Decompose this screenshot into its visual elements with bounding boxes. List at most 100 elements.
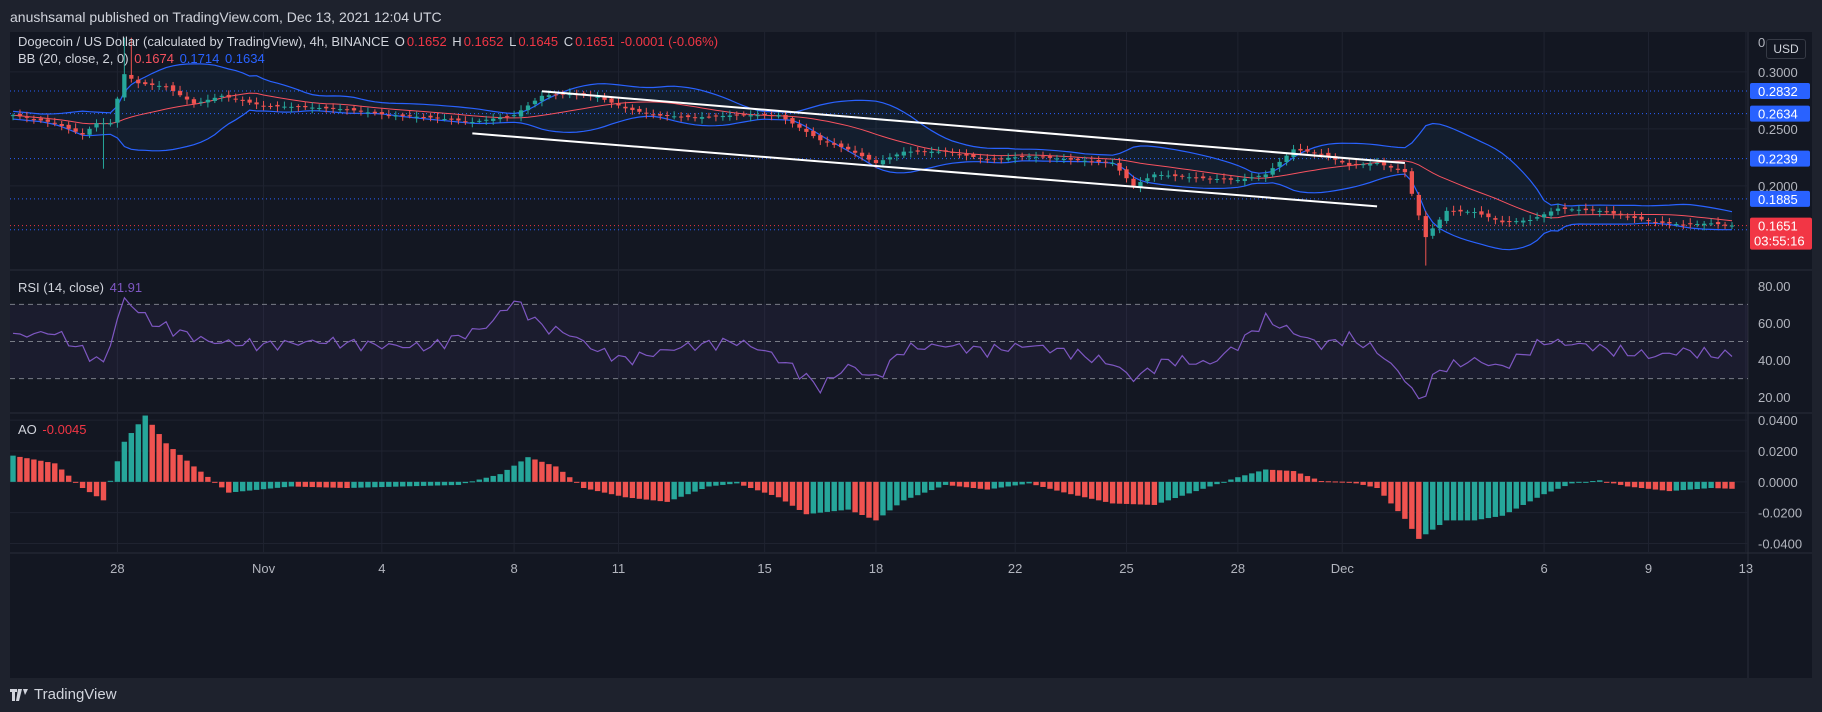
ao-value: -0.0045 xyxy=(42,422,87,437)
ao-bar xyxy=(1464,481,1471,521)
chart-area[interactable]: 28 Nov 4 8 11 15 18 22 25 28 Dec 6 9 13 0.3000 0.2500 0.… xyxy=(10,32,1812,678)
x-tick-label: 28 xyxy=(1231,561,1245,576)
price-level-tag xyxy=(1750,105,1810,122)
currency-badge[interactable]: USD xyxy=(1766,39,1806,59)
price-tick-label: 0. xyxy=(1758,35,1769,50)
trendline[interactable] xyxy=(472,132,1378,208)
candle-body xyxy=(1367,163,1373,166)
ao-bar xyxy=(386,481,392,487)
ao-label[interactable]: AO xyxy=(18,422,37,437)
candle-body xyxy=(672,116,677,118)
ohlc-open-value: 0.1652 xyxy=(406,34,447,49)
ao-bar xyxy=(1471,481,1478,521)
candle-body xyxy=(609,98,614,103)
candle-body xyxy=(616,102,621,106)
ao-bar xyxy=(1659,481,1666,491)
ao-bar xyxy=(866,481,872,518)
ao-bar xyxy=(887,481,893,511)
ao-bar xyxy=(476,479,482,482)
candle-body xyxy=(1284,155,1289,163)
ao-bar xyxy=(643,481,650,500)
candle-body xyxy=(1131,178,1136,186)
candle-body xyxy=(1374,163,1380,165)
price-level-tag xyxy=(1750,190,1810,207)
candle-body xyxy=(365,112,371,114)
ao-bar xyxy=(713,481,719,486)
ao-bar xyxy=(1652,481,1659,490)
bb-legend: BB (20, close, 2, 0) 0.1674 0.1714 0.163… xyxy=(18,51,267,66)
ao-bar xyxy=(1151,481,1158,505)
candle-body xyxy=(678,116,684,118)
candle-body xyxy=(358,110,364,112)
candle-body xyxy=(31,119,37,121)
ao-bar xyxy=(52,463,58,482)
bb-upper-value: 0.1714 xyxy=(179,51,220,66)
ao-bar xyxy=(1269,469,1276,482)
ao-bar xyxy=(393,481,399,487)
ao-bar xyxy=(803,481,810,515)
candle-body xyxy=(1458,209,1463,212)
ao-bar xyxy=(1158,481,1165,503)
ao-tick-label: 0.0000 xyxy=(1758,475,1798,490)
ao-bar xyxy=(330,481,336,488)
candle-body xyxy=(755,115,760,117)
rsi-value: 41.91 xyxy=(109,280,143,295)
ao-bar xyxy=(1450,481,1457,521)
ao-bar xyxy=(963,481,970,488)
candle-body xyxy=(1618,213,1623,216)
candle-body xyxy=(414,116,419,118)
candle-body xyxy=(665,114,670,116)
candle-body xyxy=(1451,210,1456,212)
ao-bar xyxy=(100,481,107,501)
ao-bar xyxy=(288,481,295,487)
ao-bar xyxy=(1722,481,1728,489)
ao-bar xyxy=(149,424,155,482)
ao-bar xyxy=(768,481,775,495)
candle-body xyxy=(992,158,997,160)
ao-bar xyxy=(1708,481,1714,489)
chart-canvas[interactable]: 28 Nov 4 8 11 15 18 22 25 28 Dec 6 9 130.30000.25000.… xyxy=(10,32,1812,678)
ao-bar xyxy=(163,443,169,482)
candle-body xyxy=(1019,155,1025,157)
last-price-tag-text: 0.1651 xyxy=(1758,219,1798,234)
ohlc-open-label: O xyxy=(394,34,405,49)
ao-bar xyxy=(1715,481,1721,489)
rsi-label[interactable]: RSI (14, close) xyxy=(18,280,104,295)
ao-bar xyxy=(594,481,601,492)
ao-bar xyxy=(1576,481,1582,483)
candle-body xyxy=(484,119,489,121)
candle-body xyxy=(1674,223,1679,225)
x-tick-label: 9 xyxy=(1645,561,1652,576)
symbol-title[interactable]: Dogecoin / US Dollar (calculated by Trad… xyxy=(18,34,390,49)
candle-body xyxy=(1562,207,1568,209)
candle-body xyxy=(887,157,893,160)
ao-bar xyxy=(323,481,329,488)
ao-bar xyxy=(1402,481,1408,519)
candle-body xyxy=(59,123,64,127)
last-price-tag xyxy=(1750,217,1812,250)
candle-body xyxy=(1214,178,1220,180)
candle-body xyxy=(1277,161,1282,167)
ao-bar xyxy=(1485,481,1492,519)
ao-bar xyxy=(873,481,879,521)
bb-label[interactable]: BB (20, close, 2, 0) xyxy=(18,51,129,66)
ao-bar xyxy=(796,481,803,510)
candle-body xyxy=(859,152,865,157)
ao-bar xyxy=(734,481,740,484)
candle-body xyxy=(491,118,496,121)
candle-body xyxy=(532,100,538,105)
price-level-tag-text: 0.2239 xyxy=(1758,152,1798,167)
trendline[interactable] xyxy=(541,90,1405,165)
ao-bar xyxy=(991,481,997,489)
candle-body xyxy=(602,96,607,100)
candle-body xyxy=(1409,171,1415,194)
candle-body xyxy=(1068,158,1073,160)
ao-bar xyxy=(24,458,30,482)
candle-body xyxy=(122,74,127,98)
candle-body xyxy=(908,151,913,153)
tradingview-logo[interactable]: TradingView xyxy=(10,686,117,703)
ao-bar xyxy=(1604,481,1610,483)
candle-body xyxy=(839,143,844,148)
candle-body xyxy=(950,151,955,153)
top-bar: anushsamal published on TradingView.com,… xyxy=(0,0,1822,32)
